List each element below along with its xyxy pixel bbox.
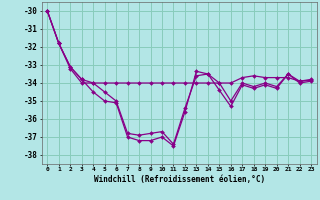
X-axis label: Windchill (Refroidissement éolien,°C): Windchill (Refroidissement éolien,°C): [94, 175, 265, 184]
